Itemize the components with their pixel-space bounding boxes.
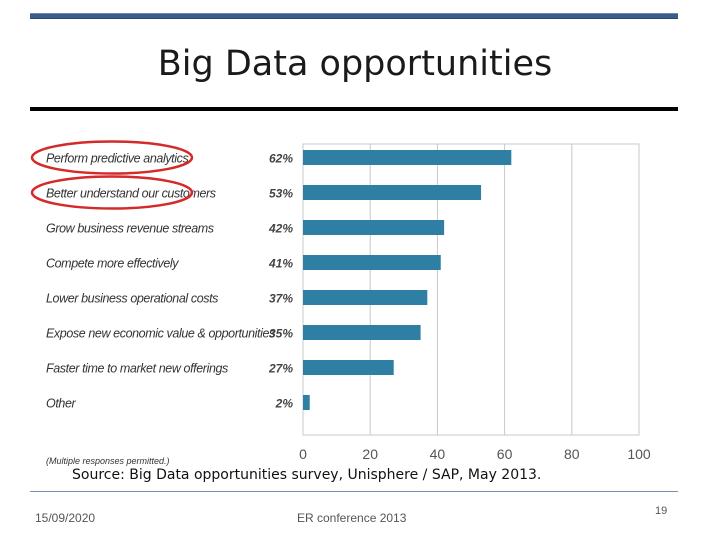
bar-chart: 0 20 40 60 80 100 62% Perform predictive analyt… <box>30 140 651 466</box>
highlight-ellipse <box>30 175 194 210</box>
chart-note: (Multiple responses permitted.) <box>46 456 170 466</box>
bar <box>303 360 394 375</box>
data-label: 62% <box>269 152 293 166</box>
data-label: 27% <box>268 362 293 376</box>
data-label: 41% <box>268 257 293 271</box>
data-label: 42% <box>268 222 293 236</box>
category-label: Lower business operational costs <box>46 292 218 306</box>
bar <box>303 395 310 410</box>
category-label: Faster time to market new offerings <box>46 362 228 376</box>
footer-center-text: ER conference 2013 <box>297 511 407 525</box>
category-label: Expose new economic value & opportunitie… <box>46 327 275 341</box>
bar <box>303 150 512 165</box>
x-tick-label: 100 <box>627 446 651 462</box>
chart-area: 0 20 40 60 80 100 62% Perform predictive analyt… <box>30 140 670 470</box>
data-label: 53% <box>269 187 293 201</box>
x-tick-label: 20 <box>362 446 378 462</box>
category-label: Grow business revenue streams <box>46 222 214 236</box>
bar <box>303 255 441 270</box>
x-tick-label: 0 <box>299 446 307 462</box>
x-tick-label: 80 <box>564 446 580 462</box>
category-label: Better understand our customers <box>46 187 216 201</box>
bar <box>303 325 421 340</box>
data-label: 2% <box>275 397 294 411</box>
title-rule <box>30 107 678 111</box>
category-label: Compete more effectively <box>46 257 179 271</box>
category-label: Other <box>46 397 76 411</box>
slide-title: Big Data opportunities <box>157 44 553 84</box>
x-tick-label: 40 <box>430 446 446 462</box>
page-number: 19 <box>655 505 668 517</box>
highlight-ellipse <box>30 140 194 175</box>
bar <box>303 290 428 305</box>
data-label: 35% <box>269 327 293 341</box>
bar <box>303 185 482 200</box>
footer-date: 15/09/2020 <box>35 511 96 525</box>
source-caption: Source: Big Data opportunities survey, U… <box>72 467 542 483</box>
footer-rule <box>30 491 678 492</box>
bar <box>303 220 445 235</box>
x-tick-label: 60 <box>497 446 513 462</box>
data-label: 37% <box>269 292 293 306</box>
top-rule <box>30 13 678 19</box>
category-label: Perform predictive analytics <box>46 152 188 166</box>
